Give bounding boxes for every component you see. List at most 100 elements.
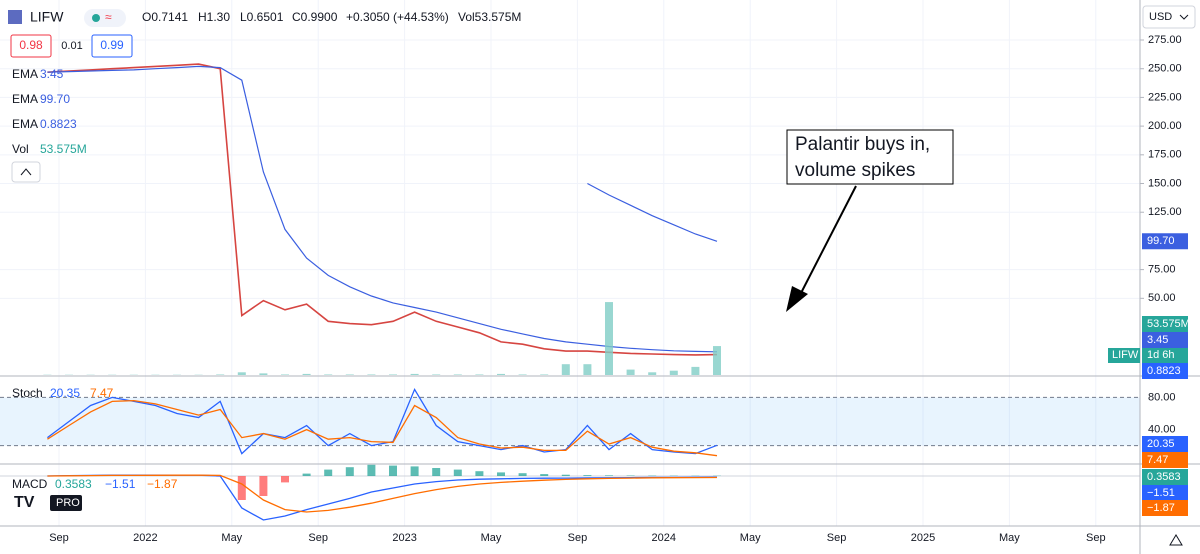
macd-histogram-bar xyxy=(583,475,592,476)
macd-histogram-bar xyxy=(518,473,527,476)
bid: 0.98 xyxy=(19,38,43,52)
x-tick-label: Sep xyxy=(827,532,847,544)
volume-bar xyxy=(626,369,635,375)
axis-value-label: 3.45 xyxy=(1147,334,1168,346)
marks xyxy=(43,63,721,521)
legend-value: 53.575M xyxy=(40,142,87,156)
legend-name: EMA xyxy=(12,92,38,106)
legend-value: 0.8823 xyxy=(40,117,77,131)
annotation-arrow xyxy=(799,185,857,296)
collapse-icon xyxy=(20,168,32,176)
macd-histogram-bar xyxy=(453,469,462,476)
volume-bar xyxy=(669,370,678,375)
macd-histogram-bar xyxy=(497,472,505,476)
y-tick-label: 200.00 xyxy=(1148,120,1182,132)
axis-value-tag xyxy=(1142,436,1188,452)
annotation-text: Palantir buys in, xyxy=(795,134,930,155)
price-tag xyxy=(1108,348,1140,363)
macd-histogram-bar xyxy=(324,469,333,476)
y-tick-label: 150.00 xyxy=(1148,177,1182,189)
legend-value: 99.70 xyxy=(40,92,70,106)
macd-histogram-bar xyxy=(259,476,268,496)
axis-value-label: −1.87 xyxy=(1147,502,1175,514)
macd-histogram-bar xyxy=(389,465,397,476)
logo-pro xyxy=(50,495,82,511)
volume-bar xyxy=(713,346,721,375)
macd-histogram-bar xyxy=(475,471,484,476)
y-tick-label: 75.00 xyxy=(1148,264,1176,276)
collapse-button[interactable] xyxy=(11,161,41,183)
macd-line xyxy=(47,474,718,513)
axis-value-tag xyxy=(1142,469,1188,485)
axis-value-label: 20.35 xyxy=(1147,438,1175,450)
x-tick-label: May xyxy=(740,532,761,544)
currency: USD xyxy=(1149,11,1172,23)
ohlc-open: O0.7141 xyxy=(142,10,188,24)
legend-name: Vol xyxy=(12,142,29,156)
symbol-icon xyxy=(8,10,22,24)
x-tick-label: Sep xyxy=(1086,532,1106,544)
x-tick-label: May xyxy=(221,532,242,544)
ema-line xyxy=(587,182,718,242)
ohlc-volume: Vol53.575M xyxy=(458,10,521,24)
x-tick-label: Sep xyxy=(49,532,69,544)
macd-histogram-bar xyxy=(281,476,289,483)
bid-button[interactable] xyxy=(10,34,52,58)
volume-bar xyxy=(345,374,354,375)
volume-bar xyxy=(410,373,419,375)
volume-bar xyxy=(281,374,289,375)
volume-bar xyxy=(432,374,441,375)
x-tick-label: 2022 xyxy=(133,532,157,544)
y-tick-label: 125.00 xyxy=(1148,206,1182,218)
volume-bar xyxy=(497,373,505,375)
annotation-box xyxy=(786,129,954,185)
volume-bar xyxy=(453,374,462,375)
ask: 0.99 xyxy=(100,38,124,52)
macd-histogram-bar xyxy=(432,468,441,476)
x-tick-label: 2024 xyxy=(652,532,676,544)
axis-value-label: 0.8823 xyxy=(1147,365,1181,377)
annotation-arrowhead xyxy=(786,286,808,312)
currency-select[interactable] xyxy=(1142,5,1196,29)
ask-button[interactable] xyxy=(91,34,133,58)
volume-bar xyxy=(648,372,657,375)
volume-bar xyxy=(324,374,333,375)
spread: 0.01 xyxy=(61,40,82,52)
volume-bar xyxy=(367,374,376,375)
y-tick-label: 250.00 xyxy=(1148,63,1182,75)
volume-bar xyxy=(237,372,246,375)
legend-value: 3.45 xyxy=(40,67,64,81)
axis-value-tag xyxy=(1142,332,1188,348)
axis-value-label: 99.70 xyxy=(1147,235,1175,247)
x-tick-label: Sep xyxy=(568,532,588,544)
volume-bar xyxy=(518,374,527,375)
status-pill[interactable] xyxy=(84,9,126,27)
annotation-text: volume spikes xyxy=(795,160,915,181)
settings-icon[interactable] xyxy=(1169,534,1183,546)
macd-histogram-bar xyxy=(410,466,419,476)
ohlc-high: H1.30 xyxy=(198,10,230,24)
logo: TV xyxy=(14,494,35,511)
logo-pro-text: PRO xyxy=(56,497,80,509)
macd-histogram-bar xyxy=(561,474,570,476)
volume-bar xyxy=(583,364,592,375)
volume-bar xyxy=(216,374,225,375)
pane-title: Stoch xyxy=(12,386,43,400)
y-tick-label: 175.00 xyxy=(1148,149,1182,161)
stoch-line xyxy=(47,387,718,455)
volume-bar xyxy=(259,373,268,375)
stoch-band-fill xyxy=(0,397,1140,446)
volume-bar xyxy=(389,374,397,375)
stoch-line xyxy=(47,399,718,457)
axis-value-tag xyxy=(1142,363,1188,379)
axis-value-tag xyxy=(1142,485,1188,501)
axis-value-label: 53.575M xyxy=(1147,318,1190,330)
pane-value: 7.47 xyxy=(90,386,114,400)
macd-histogram-bar xyxy=(367,464,376,476)
countdown: 1d 6h xyxy=(1147,349,1175,361)
volume-bar xyxy=(605,302,613,375)
macd-histogram-bar xyxy=(302,473,311,476)
axis-value-tag xyxy=(1142,233,1188,250)
